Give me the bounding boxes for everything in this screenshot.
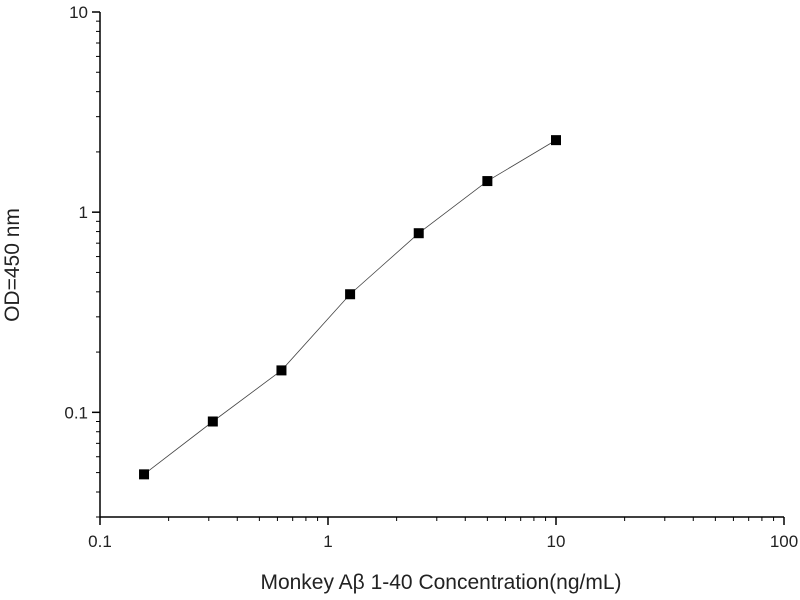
ticks: 0.1 1 10 100 0.1 1 10 xyxy=(64,3,798,551)
data-point xyxy=(482,176,493,187)
data-point xyxy=(207,416,218,427)
y-tick-label: 1 xyxy=(79,203,88,222)
data-point xyxy=(139,469,150,480)
data-point xyxy=(276,365,287,376)
data-point xyxy=(345,289,356,300)
y-tick-label: 0.1 xyxy=(64,403,88,422)
data-point xyxy=(551,135,561,146)
x-tick-label: 10 xyxy=(547,532,566,551)
y-tick-label: 10 xyxy=(69,3,88,22)
axes xyxy=(99,12,784,518)
x-tick-label: 0.1 xyxy=(88,532,112,551)
series-line xyxy=(143,139,557,475)
plot-area xyxy=(139,135,561,480)
x-tick-label: 1 xyxy=(323,532,332,551)
y-axis-label: OD=450 nm xyxy=(1,208,24,322)
x-axis-label: Monkey Aβ 1-40 Concentration(ng/mL) xyxy=(260,571,621,594)
data-point xyxy=(413,228,424,239)
x-tick-label: 100 xyxy=(770,532,798,551)
